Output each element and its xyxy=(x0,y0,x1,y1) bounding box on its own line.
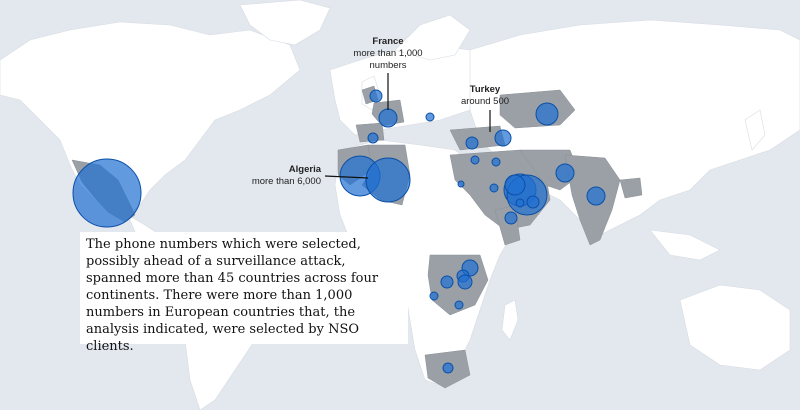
bubble-france[interactable] xyxy=(378,108,398,128)
bubble-uk[interactable] xyxy=(369,89,383,103)
bubble-kazakhstan[interactable] xyxy=(535,102,559,126)
bubble-bahrain[interactable] xyxy=(504,174,526,196)
caption-text: The phone numbers which were selected, p… xyxy=(86,237,379,354)
bubble-netherlands[interactable] xyxy=(425,112,435,122)
bubble-togo[interactable] xyxy=(429,291,439,301)
land-australia xyxy=(679,284,791,371)
label-france-value: more than 1,000 numbers xyxy=(353,48,423,71)
bubble-yemen[interactable] xyxy=(504,211,518,225)
bubble-qatar[interactable] xyxy=(526,195,540,209)
bubble-lebanon[interactable] xyxy=(470,155,480,165)
label-turkey: Turkey around 500 xyxy=(450,84,520,108)
country-bangladesh xyxy=(619,177,643,199)
land-sea-islands xyxy=(649,229,721,261)
bubble-south-africa[interactable] xyxy=(442,362,454,374)
label-turkey-value: around 500 xyxy=(460,96,510,107)
label-turkey-country: Turkey xyxy=(469,84,501,95)
bubble-pakistan[interactable] xyxy=(555,163,575,183)
bubbles-layer xyxy=(72,89,606,374)
bubble-oman[interactable] xyxy=(515,198,525,208)
bubble-mexico[interactable] xyxy=(72,158,142,228)
land-scandinavia xyxy=(394,14,471,61)
bubble-algeria[interactable] xyxy=(365,157,411,203)
bubble-azerbaijan[interactable] xyxy=(494,129,512,147)
label-algeria-country: Algeria xyxy=(288,164,321,175)
caption-box: The phone numbers which were selected, p… xyxy=(80,232,408,354)
bubble-india[interactable] xyxy=(586,186,606,206)
bubble-spain[interactable] xyxy=(367,132,379,144)
bubble-burundi[interactable] xyxy=(457,274,473,290)
leader-lines xyxy=(324,73,491,179)
label-france-country: France xyxy=(372,36,404,47)
bubble-iraq[interactable] xyxy=(491,157,501,167)
bubble-turkey[interactable] xyxy=(465,136,479,150)
bubble-drc[interactable] xyxy=(440,275,454,289)
bubble-egypt[interactable] xyxy=(457,180,465,188)
leader-algeria xyxy=(324,175,369,179)
bubble-jordan[interactable] xyxy=(489,183,499,193)
label-algeria: Algeria more than 6,000 xyxy=(235,164,321,188)
land-madagascar xyxy=(501,299,519,341)
label-algeria-value: more than 6,000 xyxy=(251,176,321,187)
label-france: France more than 1,000 numbers xyxy=(352,36,424,72)
bubble-zambia[interactable] xyxy=(454,300,464,310)
land-japan xyxy=(744,109,766,151)
land-greenland xyxy=(239,0,331,46)
